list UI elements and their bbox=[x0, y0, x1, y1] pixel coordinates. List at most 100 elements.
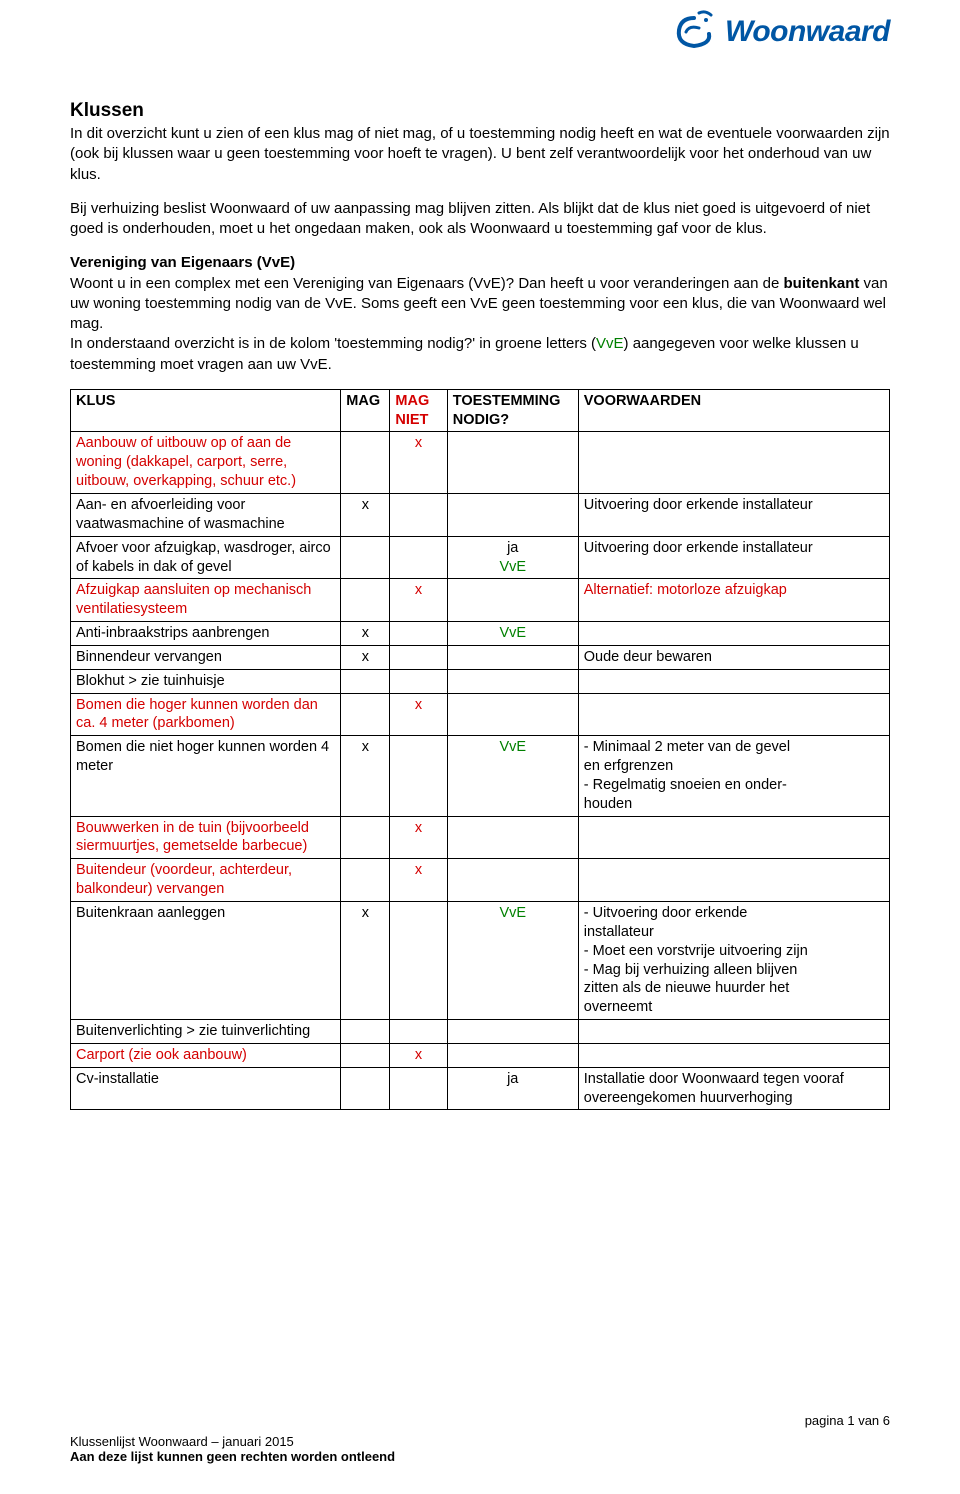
cell-magniet bbox=[390, 736, 447, 816]
cell-voorwaarden bbox=[578, 669, 889, 693]
page-footer: pagina 1 van 6 Klussenlijst Woonwaard – … bbox=[70, 1413, 890, 1464]
cell-toestemming bbox=[447, 1020, 578, 1044]
cell-voorwaarden bbox=[578, 816, 889, 859]
cell-toestemming: VvE bbox=[447, 622, 578, 646]
vve-body: Woont u in een complex met een Verenigin… bbox=[70, 274, 890, 375]
cell-toestemming bbox=[447, 669, 578, 693]
brand-logo: Woonwaard bbox=[669, 10, 890, 54]
cell-magniet: x bbox=[390, 579, 447, 622]
cell-toestemming bbox=[447, 645, 578, 669]
cell-klus: Bouwwerken in de tuin (bijvoorbeeld sier… bbox=[71, 816, 341, 859]
table-row: Bomen die hoger kunnen worden dan ca. 4 … bbox=[71, 693, 890, 736]
cell-magniet bbox=[390, 493, 447, 536]
cell-toestemming bbox=[447, 693, 578, 736]
cell-klus: Anti-inbraakstrips aanbrengen bbox=[71, 622, 341, 646]
table-row: Aanbouw of uitbouw op of aan de woning (… bbox=[71, 432, 890, 494]
cell-magniet: x bbox=[390, 693, 447, 736]
cell-voorwaarden: Uitvoering door erkende installateur bbox=[578, 536, 889, 579]
cell-mag bbox=[341, 669, 390, 693]
footer-page-number: pagina 1 van 6 bbox=[70, 1413, 890, 1428]
page-title: Klussen bbox=[70, 100, 890, 122]
table-row: Buitendeur (voordeur, achterdeur, balkon… bbox=[71, 859, 890, 902]
cell-voorwaarden: Uitvoering door erkende installateur bbox=[578, 493, 889, 536]
cell-toestemming: jaVvE bbox=[447, 536, 578, 579]
brand-name: Woonwaard bbox=[725, 15, 890, 49]
cell-klus: Aan- en afvoerleiding voor vaatwasmachin… bbox=[71, 493, 341, 536]
cell-magniet bbox=[390, 1020, 447, 1044]
cell-toestemming bbox=[447, 1043, 578, 1067]
cell-toestemming bbox=[447, 579, 578, 622]
intro-paragraph-1: In dit overzicht kunt u zien of een klus… bbox=[70, 124, 890, 185]
cell-klus: Bomen die niet hoger kunnen worden 4 met… bbox=[71, 736, 341, 816]
table-row: Afzuigkap aansluiten op mechanisch venti… bbox=[71, 579, 890, 622]
cell-voorwaarden bbox=[578, 622, 889, 646]
cell-mag bbox=[341, 693, 390, 736]
cell-magniet: x bbox=[390, 816, 447, 859]
cell-voorwaarden: Alternatief: motorloze afzuigkap bbox=[578, 579, 889, 622]
cell-klus: Binnendeur vervangen bbox=[71, 645, 341, 669]
cell-klus: Aanbouw of uitbouw op of aan de woning (… bbox=[71, 432, 341, 494]
cell-klus: Buitenverlichting > zie tuinverlichting bbox=[71, 1020, 341, 1044]
cell-voorwaarden: Installatie door Woonwaard tegen vooraf … bbox=[578, 1067, 889, 1110]
table-row: Buitenkraan aanleggenx VvE- Uitvoering do… bbox=[71, 902, 890, 1020]
cell-voorwaarden bbox=[578, 693, 889, 736]
intro-paragraph-2: Bij verhuizing beslist Woonwaard of uw a… bbox=[70, 199, 890, 240]
column-header-toestemming: TOESTEMMING NODIG? bbox=[447, 389, 578, 432]
cell-magniet bbox=[390, 1067, 447, 1110]
cell-magniet: x bbox=[390, 859, 447, 902]
cell-voorwaarden bbox=[578, 859, 889, 902]
cell-klus: Blokhut > zie tuinhuisje bbox=[71, 669, 341, 693]
cell-magniet bbox=[390, 669, 447, 693]
cell-klus: Cv-installatie bbox=[71, 1067, 341, 1110]
cell-toestemming bbox=[447, 493, 578, 536]
table-row: Cv-installatie jaInstallatie door Woonwaa… bbox=[71, 1067, 890, 1110]
cell-mag: x bbox=[341, 622, 390, 646]
cell-toestemming: ja bbox=[447, 1067, 578, 1110]
column-header-magniet: MAG NIET bbox=[390, 389, 447, 432]
cell-toestemming bbox=[447, 816, 578, 859]
cell-mag bbox=[341, 859, 390, 902]
cell-magniet: x bbox=[390, 1043, 447, 1067]
table-row: Aan- en afvoerleiding voor vaatwasmachin… bbox=[71, 493, 890, 536]
cell-toestemming: VvE bbox=[447, 736, 578, 816]
cell-voorwaarden bbox=[578, 432, 889, 494]
cell-voorwaarden bbox=[578, 1043, 889, 1067]
table-row: Afvoer voor afzuigkap, wasdroger, airco … bbox=[71, 536, 890, 579]
table-row: Bouwwerken in de tuin (bijvoorbeeld sier… bbox=[71, 816, 890, 859]
cell-mag: x bbox=[341, 645, 390, 669]
cell-mag: x bbox=[341, 736, 390, 816]
cell-toestemming: VvE bbox=[447, 902, 578, 1020]
footer-doc-title: Klussenlijst Woonwaard – januari 2015 bbox=[70, 1434, 890, 1449]
cell-magniet bbox=[390, 902, 447, 1020]
table-row: Binnendeur vervangenx Oude deur bewaren bbox=[71, 645, 890, 669]
cell-mag bbox=[341, 1067, 390, 1110]
column-header-voorwaarden: VOORWAARDEN bbox=[578, 389, 889, 432]
table-row: Carport (zie ook aanbouw) x bbox=[71, 1043, 890, 1067]
cell-mag bbox=[341, 816, 390, 859]
cell-mag: x bbox=[341, 902, 390, 1020]
table-row: Buitenverlichting > zie tuinverlichting bbox=[71, 1020, 890, 1044]
cell-klus: Afvoer voor afzuigkap, wasdroger, airco … bbox=[71, 536, 341, 579]
table-row: Anti-inbraakstrips aanbrengenx VvE bbox=[71, 622, 890, 646]
footer-disclaimer: Aan deze lijst kunnen geen rechten worde… bbox=[70, 1449, 890, 1464]
cell-klus: Carport (zie ook aanbouw) bbox=[71, 1043, 341, 1067]
cell-voorwaarden: Oude deur bewaren bbox=[578, 645, 889, 669]
cell-mag bbox=[341, 536, 390, 579]
klussen-table: KLUS MAG MAG NIET TOESTEMMING NODIG? VOO… bbox=[70, 389, 890, 1111]
cell-voorwaarden: - Minimaal 2 meter van de gevel en erfgr… bbox=[578, 736, 889, 816]
table-row: Blokhut > zie tuinhuisje bbox=[71, 669, 890, 693]
cell-klus: Buitendeur (voordeur, achterdeur, balkon… bbox=[71, 859, 341, 902]
cell-mag bbox=[341, 579, 390, 622]
cell-voorwaarden: - Uitvoering door erkende installateur- … bbox=[578, 902, 889, 1020]
column-header-mag: MAG bbox=[341, 389, 390, 432]
cell-klus: Buitenkraan aanleggen bbox=[71, 902, 341, 1020]
cell-mag bbox=[341, 1020, 390, 1044]
cell-voorwaarden bbox=[578, 1020, 889, 1044]
cell-toestemming bbox=[447, 432, 578, 494]
cell-magniet bbox=[390, 622, 447, 646]
cell-mag: x bbox=[341, 493, 390, 536]
table-row: Bomen die niet hoger kunnen worden 4 met… bbox=[71, 736, 890, 816]
cell-toestemming bbox=[447, 859, 578, 902]
cell-klus: Bomen die hoger kunnen worden dan ca. 4 … bbox=[71, 693, 341, 736]
logo-swirl-icon bbox=[669, 10, 719, 54]
